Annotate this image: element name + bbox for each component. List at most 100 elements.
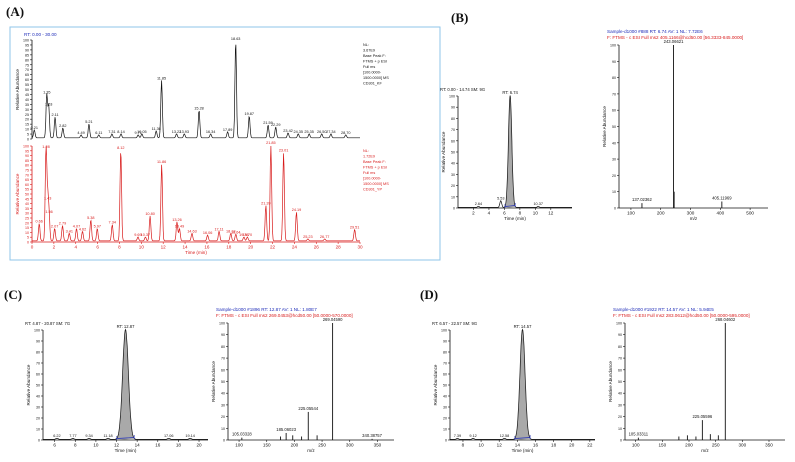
B-ms2-y-tick-label: 10 (612, 190, 616, 194)
B-chrom-x-tick-label: 4 (488, 211, 491, 216)
A-top-peak-label: 7.31 (108, 130, 115, 134)
A-top-peak-label: 1.53 (45, 102, 52, 106)
A-top-peak-label: 21.59 (263, 121, 273, 125)
A-top-y-tick-label: 15 (25, 123, 29, 127)
C-chrom-y-tick-label: 0 (38, 439, 40, 443)
C-chrom-x-tick-label: 16 (155, 443, 161, 448)
A-bottom-y-tick-label: 15 (25, 226, 29, 230)
D-chrom-x-tick-label: 16 (533, 443, 539, 448)
B-chrom-x-tick-label: 8 (519, 211, 522, 216)
panel-label-b: (B) (451, 10, 469, 25)
A-bottom-x-tick-label: 24 (292, 245, 298, 250)
B-chrom-y-tick-label: 30 (451, 173, 455, 177)
D-ms2-y-tick-label: 90 (618, 333, 622, 337)
C-chrom-header: RT: 4.87 - 20.87 SM: 7G (25, 321, 70, 326)
D-chrom-baseline (514, 437, 531, 439)
A-bottom-peak-label: 2.07 (51, 225, 58, 229)
C-chrom-x-tick-label: 8 (74, 443, 77, 448)
A-bottom-peak-label: 9.69 (134, 233, 141, 237)
D-chrom-minor-label: 12.58 (500, 434, 510, 438)
B-chrom-y-tick-label: 80 (451, 117, 455, 121)
B-chrom-x-tick-label: 10 (533, 211, 539, 216)
C-chrom-y-tick-label: 20 (36, 417, 40, 421)
A-bottom-info-line: CD301_YP (363, 188, 382, 192)
A-bottom-x-tick-label: 6 (96, 245, 99, 250)
C-chrom-x-label: Time (min) (115, 448, 137, 453)
A-bottom-peak-label: 14.63 (187, 229, 197, 233)
A-top-info-line: Full ms (363, 65, 375, 69)
A-top-peak-label: 2.11 (52, 113, 59, 117)
D-ms2-bar-label: 105.03311 (629, 432, 649, 437)
A-bottom-peak-label: 10.37 (141, 233, 151, 237)
A-top-y-label: Relative Abundance (15, 69, 20, 110)
B-chrom-y-tick-label: 70 (451, 128, 455, 132)
A-bottom-y-tick-label: 20 (25, 221, 29, 225)
A-bottom-y-tick-label: 35 (25, 207, 29, 211)
D-chrom-y-tick-label: 70 (443, 362, 447, 366)
A-top-peak-label: 23.42 (283, 129, 293, 133)
D-ms2-y-tick-label: 20 (618, 415, 622, 419)
B-chrom-apex-label: RT: 6.74 (502, 90, 518, 95)
D-ms2-y-tick-label: 40 (618, 392, 622, 396)
A-top-peak-label: 28.70 (341, 131, 351, 135)
A-bottom-x-tick-label: 0 (31, 245, 34, 250)
A-bottom-y-tick-label: 10 (25, 231, 29, 235)
A-top-peak-label: 0.21 (31, 126, 38, 130)
D-ms2-y-tick-label: 0 (620, 439, 622, 443)
A-bottom-peak-label: 19.38 (239, 233, 249, 237)
A-bottom-y-tick-label: 25 (25, 217, 29, 221)
D-chrom-header: RT: 6.57 - 22.57 SM: 9G (432, 321, 477, 326)
A-bottom-info-line: NL: (363, 149, 369, 153)
D-chrom-x-tick-label: 8 (462, 443, 465, 448)
A-top-y-tick-label: 85 (25, 53, 29, 57)
C-chrom-y-tick-label: 60 (36, 373, 40, 377)
D-chrom-y-tick-label: 30 (443, 406, 447, 410)
A-top-peak-label: 15.28 (194, 106, 204, 110)
A-bottom-x-tick-label: 16 (204, 245, 210, 250)
D-ms2-x-tick-label: 250 (712, 443, 720, 448)
A-top-peak-label: 16.34 (206, 130, 216, 134)
A-top-peak-label: 22.29 (271, 123, 281, 127)
A-bottom-peak-label: 1.28 (42, 145, 49, 149)
B-ms2-y-tick-label: 70 (612, 92, 616, 96)
B-ms2-y-tick-label: 0 (614, 207, 616, 211)
D-ms2-y-label: Relative Abundance (608, 361, 613, 402)
D-ms2-y-tick-label: 30 (618, 403, 622, 407)
D-ms2-x-tick-label: 150 (658, 443, 666, 448)
A-top-y-tick-label: 5 (27, 133, 29, 137)
A-bottom-x-tick-label: 18 (226, 245, 232, 250)
B-ms2-bar-label: 243.06621 (664, 39, 684, 44)
A-bottom-y-tick-label: 65 (25, 178, 29, 182)
C-chrom-x-tick-label: 12 (114, 443, 120, 448)
B-chrom-y-label: Relative Abundance (441, 131, 446, 172)
A-bottom-y-tick-label: 45 (25, 197, 29, 201)
B-ms2-bar-label: 137.02362 (632, 197, 652, 202)
A-bottom-peak-label: 7.34 (109, 221, 116, 225)
C-ms2-y-tick-label: 60 (221, 368, 225, 372)
C-ms2-y-label: Relative Abundance (211, 361, 216, 402)
B-chrom-x-tick-label: 12 (548, 211, 554, 216)
panel-label-c: (C) (4, 287, 23, 302)
B-ms2-x-label: m/z (690, 216, 698, 221)
A-bottom-x-tick-label: 14 (183, 245, 189, 250)
D-ms2-y-tick-label: 60 (618, 368, 622, 372)
A-top-y-tick-label: 90 (25, 48, 29, 52)
C-ms2-x-tick-label: 250 (318, 443, 326, 448)
C-ms2-bar-label: 269.04590 (323, 317, 343, 322)
A-bottom-peak-label: 25.23 (303, 235, 313, 239)
C-chrom-minor-label: 6.22 (53, 434, 60, 438)
B-ms2-y-tick-label: 40 (612, 141, 616, 145)
A-top-peak-label: 11.36 (152, 127, 161, 131)
A-bottom-y-tick-label: 60 (25, 183, 29, 187)
D-ms2-bar-label: 225.05596 (692, 414, 712, 419)
A-bottom-peak-label: 4.07 (73, 225, 80, 229)
B-chrom-minor-label: 10.37 (533, 202, 543, 206)
B-ms2-x-tick-label: 100 (627, 211, 635, 216)
B-chrom-y-tick-label: 10 (451, 195, 455, 199)
A-top-peak-label: 2.82 (59, 124, 66, 128)
D-chrom-x-tick-label: 22 (587, 443, 593, 448)
A-top-peak-label: 10.05 (137, 130, 147, 134)
B-chrom-y-tick-label: 60 (451, 139, 455, 143)
C-ms2-y-tick-label: 100 (219, 322, 225, 326)
A-bottom-info-line: 1500.0000] MS (363, 182, 389, 186)
